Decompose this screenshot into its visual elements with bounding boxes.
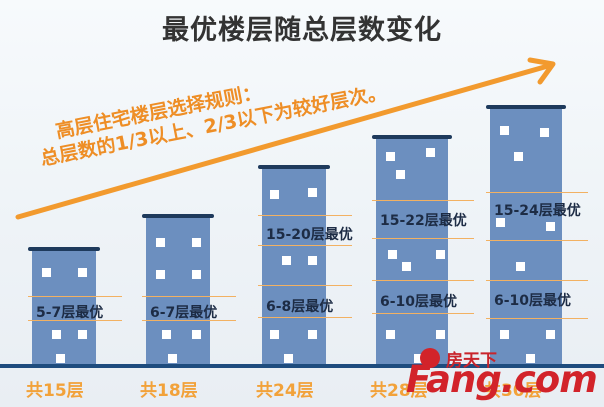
optimal-band-label: 15-20层最优 xyxy=(266,227,353,243)
window xyxy=(526,354,535,363)
optimal-band-line xyxy=(142,320,236,321)
window xyxy=(516,262,525,271)
optimal-band-line xyxy=(28,296,122,297)
window xyxy=(388,250,397,259)
optimal-band-line xyxy=(372,200,474,201)
optimal-band-label: 5-7层最优 xyxy=(36,305,104,321)
optimal-band-label: 15-24层最优 xyxy=(494,203,581,219)
window xyxy=(42,268,51,277)
window xyxy=(192,238,201,247)
window xyxy=(78,330,87,339)
optimal-band-line xyxy=(258,317,352,318)
optimal-band-line xyxy=(142,296,236,297)
building-roof xyxy=(486,105,566,109)
total-floors-label: 共15层 xyxy=(26,381,84,401)
window xyxy=(500,126,509,135)
house-icon xyxy=(420,348,440,368)
window xyxy=(52,330,61,339)
window xyxy=(386,330,395,339)
window xyxy=(192,330,201,339)
window xyxy=(156,270,165,279)
ground-line xyxy=(0,364,604,368)
window xyxy=(514,152,523,161)
window xyxy=(500,330,509,339)
optimal-band-line xyxy=(486,192,588,193)
window xyxy=(496,218,505,227)
building-roof xyxy=(28,247,100,251)
window xyxy=(546,330,555,339)
window xyxy=(436,250,445,259)
window xyxy=(168,354,177,363)
window xyxy=(540,128,549,137)
building-5 xyxy=(490,108,562,364)
window xyxy=(546,222,555,231)
optimal-band-line xyxy=(486,318,588,319)
window xyxy=(386,152,395,161)
window xyxy=(308,188,317,197)
window xyxy=(308,256,317,265)
window xyxy=(426,148,435,157)
optimal-band-label: 15-22层最优 xyxy=(380,213,467,229)
optimal-band-label: 6-8层最优 xyxy=(266,299,334,315)
watermark-cn: 房天下 xyxy=(446,351,497,371)
window xyxy=(156,238,165,247)
optimal-band-line xyxy=(372,280,474,281)
optimal-band-line xyxy=(486,280,588,281)
optimal-band-line xyxy=(486,240,588,241)
window xyxy=(282,256,291,265)
optimal-band-line xyxy=(258,245,352,246)
diagram-title: 最优楼层随总层数变化 xyxy=(162,15,442,46)
window xyxy=(436,330,445,339)
window xyxy=(270,330,279,339)
optimal-band-line xyxy=(258,215,352,216)
optimal-band-label: 6-10层最优 xyxy=(380,294,458,310)
window xyxy=(284,354,293,363)
window xyxy=(414,354,423,363)
total-floors-label: 共30层 xyxy=(484,381,542,401)
building-roof xyxy=(142,214,214,218)
optimal-band-label: 6-10层最优 xyxy=(494,293,572,309)
watermark-logo: 房天下 Fang.com xyxy=(404,344,600,402)
optimal-band-line xyxy=(372,313,474,314)
optimal-band-line xyxy=(28,320,122,321)
total-floors-label: 共18层 xyxy=(140,381,198,401)
total-floors-label: 共24层 xyxy=(256,381,314,401)
window xyxy=(56,354,65,363)
building-roof xyxy=(372,135,452,139)
window xyxy=(78,268,87,277)
window xyxy=(270,190,279,199)
window xyxy=(192,270,201,279)
window xyxy=(402,262,411,271)
optimal-band-line xyxy=(372,238,474,239)
window xyxy=(162,330,171,339)
total-floors-label: 共28层 xyxy=(370,381,428,401)
window xyxy=(396,170,405,179)
building-roof xyxy=(258,165,330,169)
optimal-band-line xyxy=(258,285,352,286)
watermark-en: Fang.com xyxy=(406,358,598,401)
window xyxy=(308,330,317,339)
optimal-band-label: 6-7层最优 xyxy=(150,305,218,321)
